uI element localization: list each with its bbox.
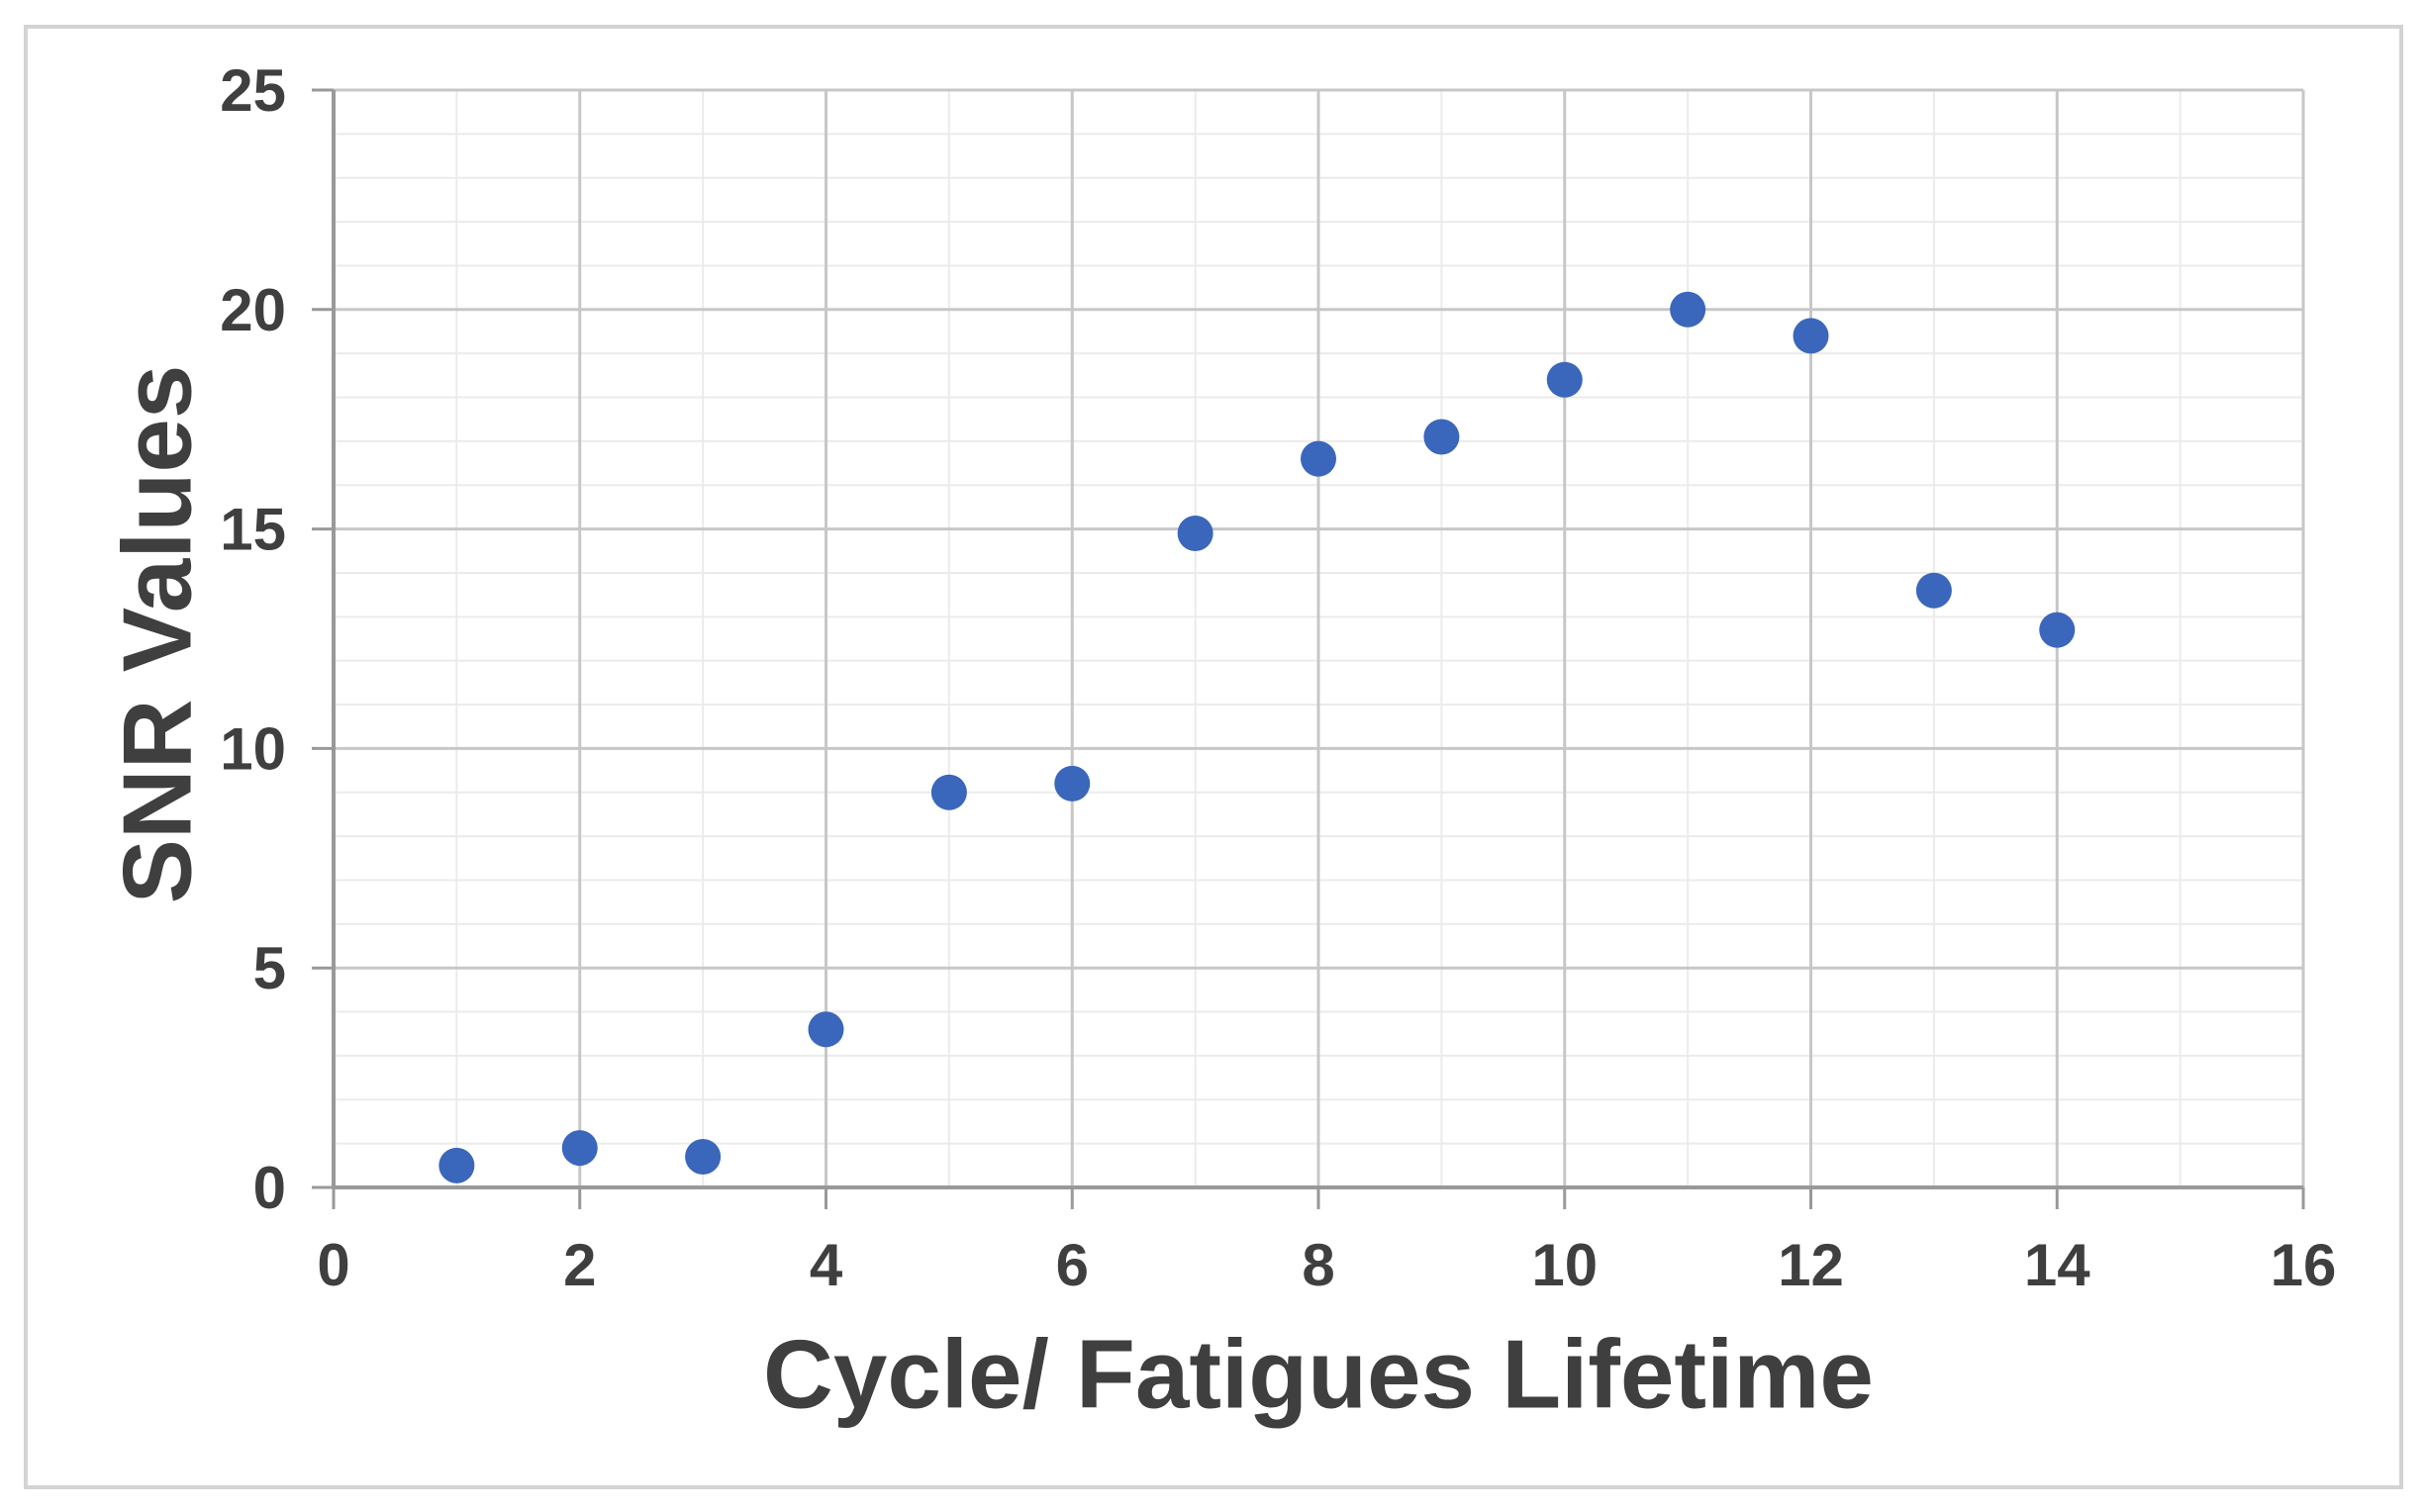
data-point [1423,419,1460,455]
data-point [561,1130,598,1167]
y-tick-label: 5 [253,935,286,1001]
data-point [685,1138,722,1175]
x-tick-label: 8 [1302,1232,1334,1298]
data-point [1177,516,1214,552]
data-point [1301,440,1336,477]
x-tick-label: 16 [2271,1232,2337,1298]
y-axis-title: SNR Values [102,364,212,904]
data-point [1670,291,1706,328]
data-point [930,774,967,810]
x-tick-label: 0 [317,1232,349,1298]
x-tick-label: 6 [1056,1232,1089,1298]
y-tick-label: 10 [220,715,286,782]
y-tick-label: 25 [220,57,286,124]
x-axis-title: Cycle/ Fatigues Lifetime [763,1319,1874,1429]
data-point [1054,765,1091,802]
x-tick-label: 14 [2024,1232,2090,1298]
x-tick-label: 12 [1778,1232,1844,1298]
data-point [2039,612,2076,648]
y-tick-label: 0 [253,1155,286,1221]
x-tick-label: 4 [810,1232,843,1298]
x-tick-label: 2 [563,1232,596,1298]
x-tick-label: 10 [1531,1232,1598,1298]
data-point [808,1011,844,1048]
data-point [438,1147,475,1183]
y-tick-label: 15 [220,497,286,563]
data-point [1915,572,1952,609]
data-point [1793,318,1829,354]
figure-border [24,25,2403,1489]
y-tick-label: 20 [220,277,286,343]
data-point [1546,361,1583,398]
